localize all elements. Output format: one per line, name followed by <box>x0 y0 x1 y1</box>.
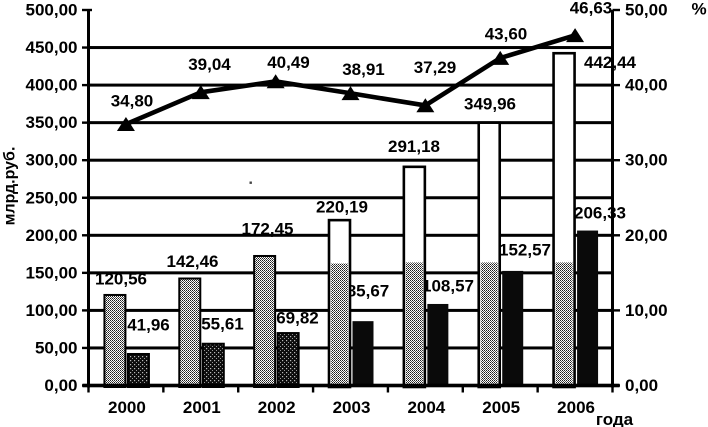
svg-text:46,63: 46,63 <box>570 0 613 18</box>
svg-text:37,29: 37,29 <box>414 58 457 77</box>
svg-text:85,67: 85,67 <box>347 282 390 301</box>
svg-text:172,45: 172,45 <box>242 220 294 239</box>
svg-text:450,00: 450,00 <box>26 38 78 57</box>
svg-text:349,96: 349,96 <box>464 95 516 114</box>
svg-text:41,96: 41,96 <box>127 316 170 335</box>
svg-text:220,19: 220,19 <box>316 198 368 217</box>
svg-text:30,00: 30,00 <box>625 151 668 170</box>
svg-text:100,00: 100,00 <box>26 301 78 320</box>
svg-text:250,00: 250,00 <box>26 188 78 207</box>
svg-text:152,57: 152,57 <box>499 241 551 260</box>
svg-text:2000: 2000 <box>108 398 146 417</box>
svg-text:50,00: 50,00 <box>625 1 668 20</box>
svg-text:20,00: 20,00 <box>625 226 668 245</box>
svg-text:500,00: 500,00 <box>26 1 78 20</box>
svg-text:43,60: 43,60 <box>485 25 528 44</box>
svg-text:40,49: 40,49 <box>267 53 310 72</box>
svg-text:34,80: 34,80 <box>111 92 154 111</box>
svg-text:38,91: 38,91 <box>342 60 385 79</box>
svg-text:400,00: 400,00 <box>26 76 78 95</box>
svg-text:2001: 2001 <box>183 398 221 417</box>
svg-text:108,57: 108,57 <box>422 277 474 296</box>
svg-text:50,00: 50,00 <box>35 338 78 357</box>
svg-text:300,00: 300,00 <box>26 151 78 170</box>
svg-text:2003: 2003 <box>333 398 371 417</box>
svg-text:350,00: 350,00 <box>26 113 78 132</box>
svg-text:года: года <box>596 410 634 427</box>
svg-text:40,00: 40,00 <box>625 76 668 95</box>
svg-text:2005: 2005 <box>482 398 520 417</box>
svg-text:69,82: 69,82 <box>276 309 319 328</box>
svg-text:0,00: 0,00 <box>44 376 77 395</box>
svg-text:млрд.руб.: млрд.руб. <box>2 147 19 226</box>
svg-text:120,56: 120,56 <box>95 270 147 289</box>
svg-text:200,00: 200,00 <box>26 226 78 245</box>
svg-text:2004: 2004 <box>407 398 445 417</box>
svg-text:%: % <box>691 0 706 19</box>
svg-text:39,04: 39,04 <box>188 55 231 74</box>
svg-text:142,46: 142,46 <box>167 252 219 271</box>
svg-text:206,33: 206,33 <box>574 204 626 223</box>
svg-text:150,00: 150,00 <box>26 263 78 282</box>
svg-text:2006: 2006 <box>557 398 595 417</box>
svg-text:2002: 2002 <box>258 398 296 417</box>
svg-text:442,44: 442,44 <box>584 53 637 72</box>
svg-text:291,18: 291,18 <box>388 137 440 156</box>
svg-text:0,00: 0,00 <box>625 376 658 395</box>
svg-text:10,00: 10,00 <box>625 301 668 320</box>
svg-text:55,61: 55,61 <box>201 315 244 334</box>
